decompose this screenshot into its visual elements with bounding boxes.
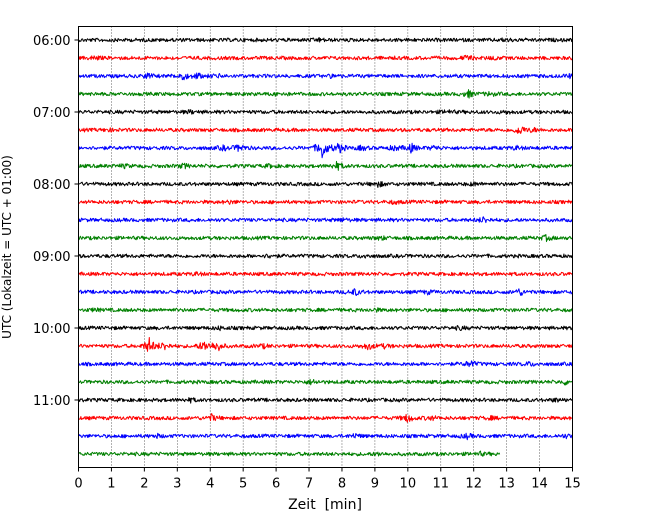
x-tick-label: 11 bbox=[432, 477, 449, 492]
seismogram-trace bbox=[78, 271, 573, 277]
seismogram-trace bbox=[78, 126, 573, 134]
x-tick-label: 7 bbox=[305, 477, 313, 492]
y-tick-label: 08:00 bbox=[33, 178, 70, 193]
seismogram-trace bbox=[78, 413, 573, 423]
seismogram-trace bbox=[78, 432, 573, 441]
seismogram-trace bbox=[78, 325, 573, 332]
x-tick-label: 5 bbox=[239, 477, 247, 492]
y-tick-label: 10:00 bbox=[33, 322, 70, 337]
seismogram-trace bbox=[78, 336, 573, 352]
seismogram-trace bbox=[78, 89, 573, 99]
x-tick-label: 1 bbox=[107, 477, 115, 492]
seismogram-trace bbox=[78, 234, 573, 243]
seismogram-trace bbox=[78, 54, 573, 61]
x-tick-label: 15 bbox=[564, 477, 581, 492]
plot-frame bbox=[78, 26, 573, 468]
seismogram-trace bbox=[78, 288, 573, 297]
seismogram-trace bbox=[78, 307, 573, 313]
x-tick-label: 0 bbox=[74, 477, 82, 492]
seismogram-trace bbox=[78, 253, 573, 259]
seismogram-trace bbox=[78, 378, 573, 386]
x-tick-label: 12 bbox=[465, 477, 482, 492]
x-tick-label: 8 bbox=[338, 477, 346, 492]
seismogram-trace bbox=[78, 199, 573, 206]
y-axis-title: UTC (Lokalzeit = UTC + 01:00) bbox=[0, 155, 14, 339]
seismogram-trace bbox=[78, 109, 573, 115]
y-tick-label: 06:00 bbox=[33, 34, 70, 49]
y-axis-ticks: 06:00 07:00 08:00 09:00 10:00 11:00 bbox=[33, 34, 79, 409]
y-tick-label: 09:00 bbox=[33, 250, 70, 265]
x-axis-ticks: 0 1 2 3 4 5 6 7 8 9 10 11 12 13 14 15 bbox=[74, 467, 581, 492]
x-tick-label: 6 bbox=[272, 477, 280, 492]
seismogram-trace bbox=[78, 72, 573, 81]
x-tick-label: 14 bbox=[531, 477, 548, 492]
x-tick-label: 2 bbox=[140, 477, 148, 492]
x-tick-label: 10 bbox=[400, 477, 417, 492]
y-tick-label: 11:00 bbox=[33, 394, 70, 409]
seismogram-trace bbox=[78, 216, 573, 224]
x-tick-label: 9 bbox=[371, 477, 379, 492]
trace-lines bbox=[78, 36, 573, 457]
seismogram-trace bbox=[78, 142, 573, 159]
seismogram-trace bbox=[78, 360, 573, 368]
y-tick-label: 07:00 bbox=[33, 106, 70, 121]
seismogram-trace bbox=[78, 160, 573, 171]
seismogram-trace bbox=[78, 450, 501, 457]
x-axis-title: Zeit [min] bbox=[288, 497, 362, 513]
x-tick-label: 4 bbox=[206, 477, 214, 492]
seismogram-trace bbox=[78, 397, 573, 404]
x-tick-label: 13 bbox=[498, 477, 515, 492]
x-tick-label: 3 bbox=[173, 477, 181, 492]
seismogram-trace bbox=[78, 181, 573, 188]
seismogram-trace bbox=[78, 36, 573, 43]
